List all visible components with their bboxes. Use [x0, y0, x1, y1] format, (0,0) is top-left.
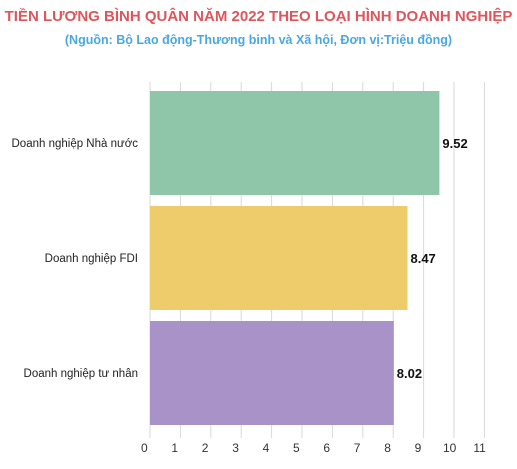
x-tick-label: 2 [202, 441, 209, 455]
labels: 9.52 Doanh nghiệp Nhà nước 8.47 Doanh nghiệ… [12, 136, 468, 381]
category-label: Doanh nghiệp FDI [45, 253, 138, 265]
x-tick-label: 9 [415, 441, 422, 455]
x-tick-label: 0 [141, 441, 148, 455]
x-tick-label: 3 [232, 441, 239, 455]
chart-title: TIỀN LƯƠNG BÌNH QUÂN NĂM 2022 THEO LOẠI … [4, 8, 513, 25]
x-axis-ticks: 0 1 2 3 4 5 6 7 8 9 10 11 [141, 441, 486, 455]
bar-value-label: 8.47 [410, 251, 435, 266]
x-tick-label: 7 [354, 441, 361, 455]
category-label: Doanh nghiệp tư nhân [24, 368, 138, 380]
x-tick-label: 8 [384, 441, 391, 455]
chart-subtitle: (Nguồn: Bộ Lao động-Thương binh và Xã hộ… [64, 33, 453, 47]
x-tick-label: 1 [171, 441, 178, 455]
bar-value-label: 9.52 [442, 136, 467, 151]
x-tick-label: 10 [443, 441, 457, 455]
bars [150, 91, 440, 425]
category-label: Doanh nghiệp Nhà nước [12, 138, 139, 150]
x-tick-label: 11 [473, 441, 486, 455]
x-tick-label: 5 [293, 441, 300, 455]
bar [150, 206, 408, 310]
bar [150, 321, 394, 425]
x-tick-label: 4 [263, 441, 270, 455]
bar-value-label: 8.02 [397, 366, 422, 381]
x-tick-label: 6 [323, 441, 330, 455]
bar [150, 91, 440, 195]
